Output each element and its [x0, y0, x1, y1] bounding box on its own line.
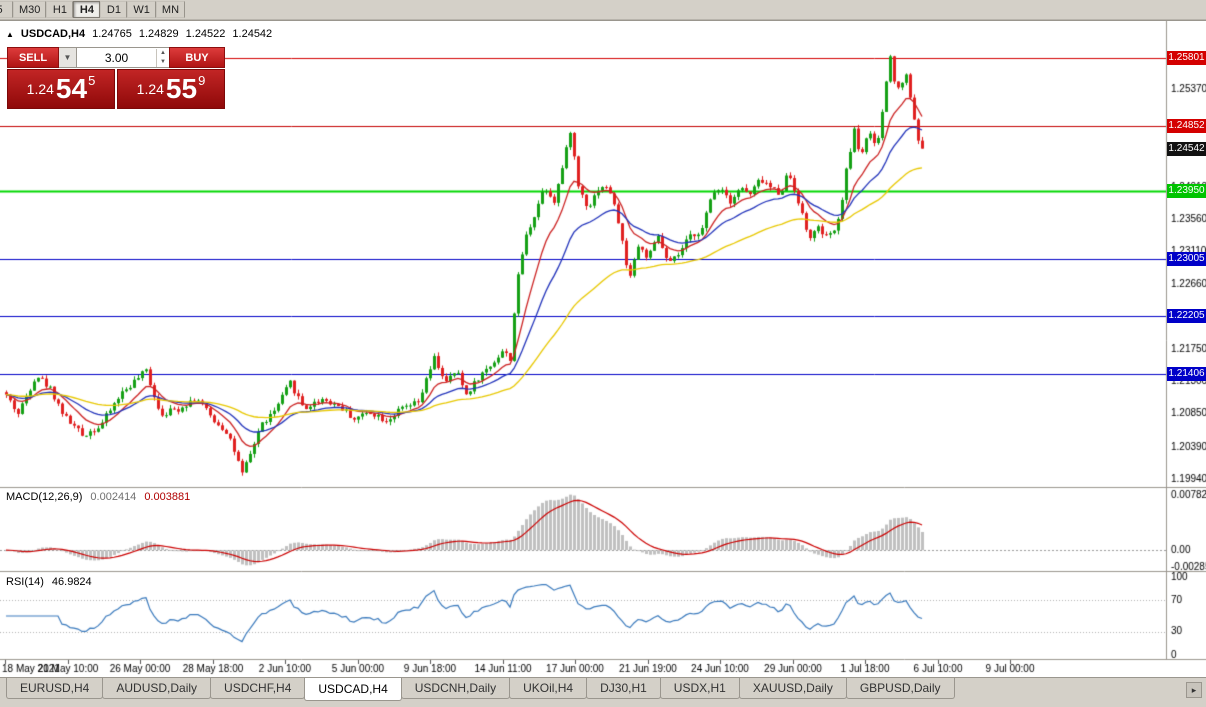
volume-spinner[interactable]: ▲ ▼ — [156, 48, 169, 67]
chart-tabbar: EURUSD,H4 AUDUSD,Daily USDCHF,H4 USDCAD,H4 U… — [0, 677, 1206, 707]
sell-price-button[interactable]: 1.24 54 5 — [7, 69, 115, 109]
timeframe-button-m30[interactable]: M30 — [13, 1, 47, 18]
buy-price-big: 55 — [165, 73, 198, 104]
sell-button[interactable]: SELL — [7, 47, 59, 68]
chart-tab-usdx-h1[interactable]: USDX,H1 — [659, 678, 740, 699]
chart-symbol-label: USDCAD,H4 — [20, 28, 86, 40]
volume-input[interactable] — [77, 50, 156, 65]
rsi-value: 46.9824 — [51, 576, 92, 588]
chart-tab-ukoil-h4[interactable]: UKOil,H4 — [509, 678, 588, 699]
macd-main-value: 0.002414 — [90, 491, 137, 503]
macd-title: MACD(12,26,9) — [6, 491, 83, 503]
buy-price-button[interactable]: 1.24 55 9 — [117, 69, 225, 109]
price-badge-1.23005: 1.23005 — [1167, 251, 1206, 266]
rsi-indicator-header: RSI(14) 46.9824 — [6, 576, 92, 588]
price-badge-1.25801: 1.25801 — [1167, 51, 1206, 66]
macd-indicator-header: MACD(12,26,9) 0.002414 0.003881 — [6, 491, 190, 503]
ohlc-close-value: 1.24542 — [232, 28, 273, 40]
timeframe-button-h1[interactable]: H1 — [46, 1, 74, 18]
ohlc-open-value: 1.24765 — [92, 28, 132, 40]
price-badge-1.24852: 1.24852 — [1167, 119, 1206, 134]
timeframe-toolbar: 5M30H1H4D1W1MN — [0, 0, 1206, 20]
timeframe-button-mn[interactable]: MN — [155, 1, 186, 18]
sell-price-prefix: 1.24 — [26, 81, 54, 97]
timeframe-button-h4[interactable]: H4 — [73, 1, 101, 18]
chart-tab-xauusd-daily[interactable]: XAUUSD,Daily — [738, 678, 847, 699]
chart-tab-dj30-h1[interactable]: DJ30,H1 — [586, 678, 661, 699]
tab-scroll-right-icon[interactable]: ▸ — [1186, 682, 1202, 698]
chart-region: ▲ USDCAD,H4 1.24765 1.24829 1.24522 1.24… — [0, 20, 1206, 678]
chart-tab-eurusd-h4[interactable]: EURUSD,H4 — [6, 678, 104, 699]
macd-signal-value: 0.003881 — [144, 491, 191, 503]
chevron-down-icon: ▼ — [63, 53, 72, 62]
price-chart-canvas[interactable] — [0, 21, 1206, 678]
timeframe-button-d1[interactable]: D1 — [100, 1, 128, 18]
spinner-up-icon[interactable]: ▲ — [160, 49, 166, 56]
chart-ohlc-header: ▲ USDCAD,H4 1.24765 1.24829 1.24522 1.24… — [6, 28, 272, 40]
ohlc-high-value: 1.24829 — [138, 28, 179, 40]
chart-tab-gbpusd-daily[interactable]: GBPUSD,Daily — [845, 678, 955, 699]
buy-button[interactable]: BUY — [169, 47, 225, 68]
price-badge-1.22205: 1.22205 — [1167, 309, 1206, 324]
chart-tab-audusd-daily[interactable]: AUDUSD,Daily — [102, 678, 212, 699]
price-badge-1.24542: 1.24542 — [1167, 141, 1206, 156]
spinner-down-icon[interactable]: ▼ — [160, 58, 166, 65]
chart-tab-usdcnh-daily[interactable]: USDCNH,Daily — [400, 678, 511, 699]
trade-panel-toggle-icon[interactable]: ▲ — [6, 29, 14, 39]
volume-field-wrap: ▲ ▼ — [77, 47, 169, 68]
price-badge-1.21406: 1.21406 — [1167, 366, 1206, 381]
timeframe-button-w1[interactable]: W1 — [127, 1, 156, 18]
sell-price-pip: 5 — [88, 72, 96, 88]
rsi-title: RSI(14) — [6, 576, 44, 588]
sell-price-big: 54 — [55, 73, 88, 104]
timeframe-button-5[interactable]: 5 — [0, 1, 13, 18]
chart-tab-usdcad-h4[interactable]: USDCAD,H4 — [304, 678, 402, 701]
chart-tab-usdchf-h4[interactable]: USDCHF,H4 — [210, 678, 306, 699]
buy-price-pip: 9 — [198, 72, 206, 88]
buy-price-prefix: 1.24 — [136, 81, 164, 97]
volume-dropdown-button[interactable]: ▼ — [59, 47, 77, 68]
price-badge-1.23950: 1.23950 — [1167, 184, 1206, 199]
ohlc-low-value: 1.24522 — [185, 28, 226, 40]
